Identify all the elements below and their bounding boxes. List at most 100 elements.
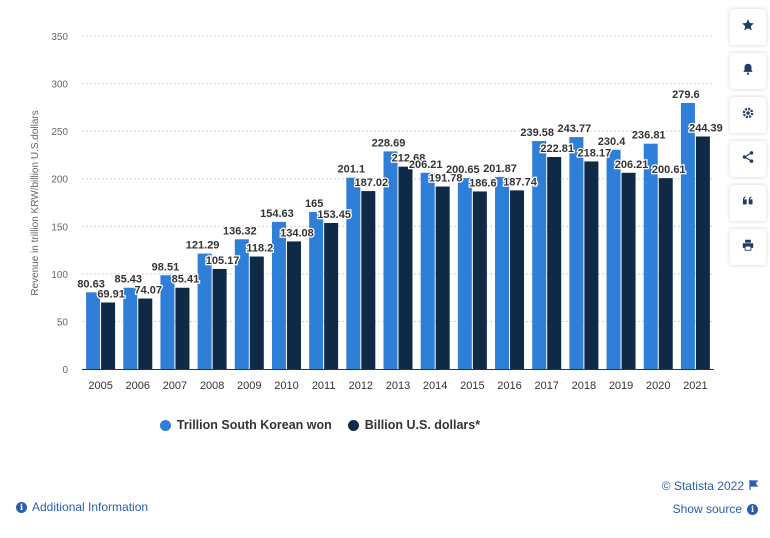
bar-krw[interactable] [234, 239, 249, 369]
quote-icon [741, 194, 755, 213]
data-label-krw: 85.43 [114, 274, 142, 286]
bar-krw[interactable] [532, 141, 547, 369]
data-label-usd: 218.17 [578, 147, 612, 159]
bar-krw[interactable] [309, 212, 324, 369]
bar-krw[interactable] [606, 149, 621, 369]
y-tick-label: 100 [51, 270, 68, 281]
settings-button[interactable] [730, 97, 766, 133]
x-tick-label: 2017 [534, 380, 558, 392]
favorite-button[interactable] [730, 9, 766, 45]
data-label-krw: 200.65 [446, 164, 480, 176]
share-icon [741, 150, 755, 169]
legend-swatch-usd [347, 419, 359, 431]
data-label-usd: 153.45 [317, 209, 351, 221]
x-tick-label: 2006 [126, 380, 150, 392]
additional-information-link[interactable]: i Additional Information [16, 500, 148, 514]
bars [86, 102, 710, 370]
bar-krw[interactable] [197, 253, 212, 369]
bar-usd[interactable] [138, 298, 153, 369]
bar-krw[interactable] [123, 287, 138, 369]
bar-krw[interactable] [495, 176, 510, 369]
data-label-usd: 244.39 [689, 122, 723, 134]
bar-usd[interactable] [621, 172, 636, 369]
info-icon: i [16, 501, 27, 513]
bar-usd[interactable] [658, 178, 673, 369]
bar-usd[interactable] [398, 166, 413, 369]
bar-krw[interactable] [86, 292, 101, 369]
data-label-krw: 236.81 [632, 130, 666, 142]
data-label-krw: 228.69 [372, 137, 406, 149]
bar-krw[interactable] [569, 137, 584, 369]
data-label-krw: 239.58 [520, 127, 554, 139]
bar-usd[interactable] [435, 186, 450, 369]
data-label-krw: 121.29 [186, 240, 220, 252]
y-axis-label: Revenue in trillion KRW/billion U.S.doll… [30, 110, 41, 295]
bar-usd[interactable] [510, 190, 525, 369]
data-label-krw: 165 [305, 198, 323, 210]
bar-usd[interactable] [547, 157, 562, 369]
bar-usd[interactable] [361, 191, 376, 369]
bell-icon [741, 62, 755, 81]
x-tick-label: 2015 [460, 380, 484, 392]
grid-lines [82, 35, 714, 322]
bar-usd[interactable] [584, 161, 599, 369]
bar-krw[interactable] [346, 177, 361, 369]
bar-usd[interactable] [212, 268, 227, 369]
data-label-usd: 118.2 [246, 243, 273, 255]
x-tick-label: 2011 [312, 380, 336, 392]
data-label-usd: 85.41 [172, 274, 200, 286]
y-tick-label: 200 [51, 175, 68, 186]
bar-krw[interactable] [643, 143, 658, 369]
x-tick-label: 2013 [386, 380, 410, 392]
legend-item-krw[interactable]: Trillion South Korean won [159, 418, 332, 432]
y-tick-label: 250 [51, 127, 68, 138]
legend-item-usd[interactable]: Billion U.S. dollars* [347, 418, 481, 432]
x-tick-label: 2018 [572, 380, 596, 392]
data-label-krw: 279.6 [672, 89, 700, 101]
x-tick-label: 2005 [88, 380, 112, 392]
bar-usd[interactable] [695, 136, 710, 369]
x-tick-label: 2009 [237, 380, 261, 392]
x-tick-label: 2014 [423, 380, 447, 392]
data-label-usd: 191.78 [429, 173, 463, 185]
y-tick-label: 150 [51, 222, 68, 233]
data-label-krw: 136.32 [223, 225, 257, 237]
x-tick-label: 2019 [609, 380, 633, 392]
legend-label-usd: Billion U.S. dollars* [364, 418, 481, 432]
print-icon [741, 238, 755, 257]
bar-krw[interactable] [383, 151, 398, 369]
share-button[interactable] [730, 141, 766, 177]
bar-usd[interactable] [101, 302, 116, 369]
additional-information-label: Additional Information [32, 500, 149, 514]
bar-usd[interactable] [249, 256, 264, 369]
legend-label-krw: Trillion South Korean won [176, 418, 332, 432]
bar-krw[interactable] [420, 172, 435, 369]
data-label-krw: 201.87 [483, 163, 517, 175]
bar-krw[interactable] [271, 221, 286, 369]
y-axis-ticks: 0 50 100 150 200 250 300 350 [51, 32, 68, 376]
x-tick-label: 2008 [200, 380, 224, 392]
bar-krw[interactable] [160, 275, 175, 369]
y-tick-label: 300 [51, 80, 68, 91]
show-source-link[interactable]: Show source i [673, 502, 758, 516]
bar-usd[interactable] [175, 287, 190, 369]
bar-krw[interactable] [457, 178, 472, 369]
data-label-krw: 243.77 [558, 123, 592, 135]
bar-usd[interactable] [324, 223, 339, 369]
print-button[interactable] [730, 229, 766, 265]
chart-legend: Trillion South Korean won Billion U.S. d… [0, 418, 640, 432]
bar-usd[interactable] [472, 191, 487, 369]
x-tick-label: 2016 [497, 380, 521, 392]
star-icon [741, 18, 755, 37]
data-label-usd: 206.21 [615, 159, 649, 171]
data-label-krw: 98.51 [152, 261, 180, 273]
cite-button[interactable] [730, 185, 766, 221]
bar-usd[interactable] [286, 241, 301, 369]
bar-krw[interactable] [680, 102, 695, 370]
statista-copyright-link[interactable]: © Statista 2022 [662, 479, 759, 493]
data-label-usd: 74.07 [134, 285, 162, 297]
notification-button[interactable] [730, 53, 766, 89]
x-tick-label: 2010 [274, 380, 298, 392]
